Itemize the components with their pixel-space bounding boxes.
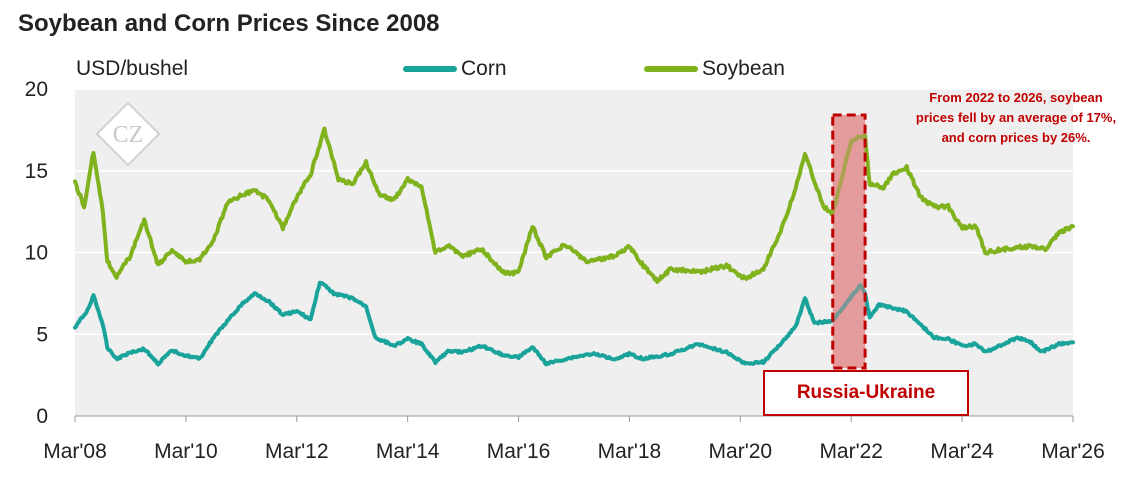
x-tick-label: Mar'24	[930, 440, 994, 463]
x-tick-label: Mar'22	[819, 440, 883, 463]
x-tick-label: Mar'10	[154, 440, 218, 463]
watermark-text: CZ	[113, 122, 144, 148]
y-tick-label: 10	[25, 242, 48, 265]
legend-swatch-corn	[403, 66, 457, 72]
y-axis-unit-label: USD/bushel	[76, 57, 189, 80]
y-tick-label: 15	[25, 160, 48, 183]
x-tick-label: Mar'12	[265, 440, 329, 463]
x-tick-label: Mar'20	[709, 440, 773, 463]
y-tick-label: 0	[36, 405, 48, 428]
legend-label-soybean: Soybean	[702, 57, 785, 80]
event-label-box: Russia-Ukraine	[763, 370, 969, 416]
x-tick-label: Mar'16	[487, 440, 551, 463]
x-tick-label: Mar'18	[598, 440, 662, 463]
y-tick-label: 5	[36, 323, 48, 346]
legend-swatch-soybean	[644, 66, 698, 72]
series-lines	[73, 113, 1075, 370]
axes: 0 5 10 15 20 Mar'08 Mar'10 Mar'12 Mar'14 Mar'16 Ma…	[25, 78, 1105, 463]
watermark-logo: CZ	[95, 101, 161, 167]
x-tick-label: Mar'08	[43, 440, 107, 463]
chart-title: Soybean and Corn Prices Since 2008	[18, 10, 440, 37]
highlight-frame	[831, 113, 867, 370]
annotation-note: From 2022 to 2026, soybean prices fell b…	[915, 90, 1117, 145]
series-line-soybean	[73, 126, 1075, 284]
series-line-corn	[73, 280, 1075, 367]
legend-item-corn: Corn	[403, 57, 507, 81]
legend-item-soybean: Soybean	[644, 57, 785, 81]
x-tick-label: Mar'26	[1041, 440, 1105, 463]
x-tick-label: Mar'14	[376, 440, 440, 463]
legend-label-corn: Corn	[461, 57, 507, 80]
y-tick-label: 20	[25, 78, 48, 101]
